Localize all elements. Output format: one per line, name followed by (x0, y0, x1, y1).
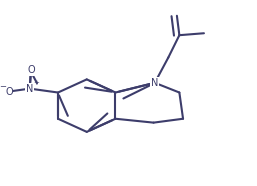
Text: +: + (34, 80, 40, 86)
Text: −: − (0, 82, 6, 91)
Text: O: O (5, 86, 13, 97)
Text: O: O (27, 65, 35, 75)
Text: N: N (151, 78, 159, 88)
Text: N: N (26, 84, 33, 94)
